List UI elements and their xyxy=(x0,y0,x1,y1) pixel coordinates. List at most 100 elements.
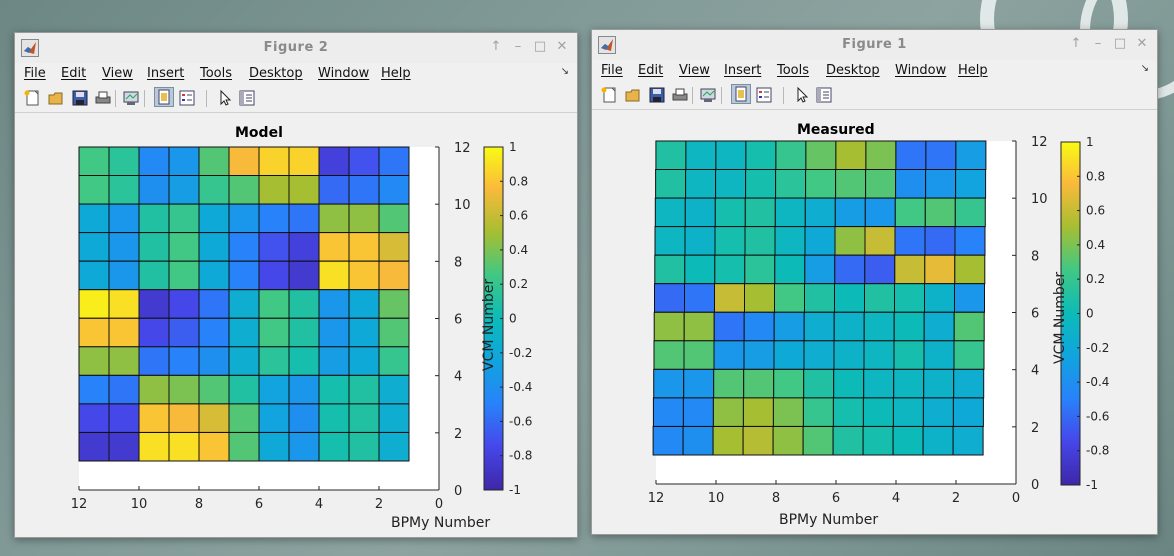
heatmap-cell xyxy=(684,197,716,228)
heatmap-cell xyxy=(893,340,925,370)
new-figure-icon[interactable] xyxy=(23,89,41,107)
heatmap-cell xyxy=(378,289,410,319)
menu-desktop[interactable]: Desktop xyxy=(249,66,303,81)
heatmap-cell xyxy=(833,368,865,399)
heatmap-cell xyxy=(892,426,924,456)
menu-tools[interactable]: Tools xyxy=(777,63,810,78)
menu-tools[interactable]: Tools xyxy=(200,66,233,81)
heatmap-cell xyxy=(834,197,866,228)
heatmap-cell xyxy=(775,140,807,170)
figure-window[interactable]: Figure 2 ↑ – □ ✕ File Edit View Insert T… xyxy=(14,32,578,538)
heatmap-cell xyxy=(805,140,837,170)
menu-window[interactable]: Window xyxy=(895,63,947,78)
minimize-icon[interactable]: – xyxy=(514,39,522,54)
colorbar-tick-label: -1 xyxy=(1086,478,1098,492)
edit-plot-arrow-icon[interactable] xyxy=(793,86,811,104)
title-bar[interactable]: Figure 2 ↑ – □ ✕ xyxy=(15,33,577,63)
x-tick-label: 8 xyxy=(772,491,780,506)
heatmap-cell xyxy=(835,140,867,170)
property-inspector-icon[interactable] xyxy=(238,89,256,107)
heatmap-cell xyxy=(168,260,200,291)
heatmap-cell xyxy=(78,374,110,405)
x-tick-label: 10 xyxy=(131,497,148,512)
heatmap-cell xyxy=(955,140,987,170)
heatmap-cell xyxy=(712,426,744,456)
menu-edit[interactable]: Edit xyxy=(638,63,664,78)
y-tick-label: 2 xyxy=(454,427,462,442)
heatmap-cell xyxy=(228,432,260,462)
close-icon[interactable]: ✕ xyxy=(1136,36,1148,51)
maximize-icon[interactable]: □ xyxy=(533,39,547,54)
y-tick-label: 12 xyxy=(454,141,471,156)
colorbar-tick-label: -0.8 xyxy=(1086,444,1109,458)
heatmap-cell xyxy=(924,283,955,313)
print-icon[interactable] xyxy=(671,86,689,104)
heatmap-cell xyxy=(712,397,744,427)
heatmap-cell xyxy=(834,254,866,285)
dock-figure-icon[interactable] xyxy=(731,84,751,104)
y-tick-label: 2 xyxy=(1031,421,1039,436)
edit-plot-arrow-icon[interactable] xyxy=(216,89,234,107)
heatmap-cell xyxy=(804,226,836,256)
dock-figure-icon[interactable] xyxy=(154,87,174,107)
property-inspector-icon[interactable] xyxy=(815,86,833,104)
heatmap-cell xyxy=(78,146,110,176)
insert-legend-icon[interactable] xyxy=(755,86,773,104)
title-bar[interactable]: Figure 1 ↑ – □ ✕ xyxy=(592,30,1157,60)
heatmap-cell xyxy=(108,317,140,348)
heatmap-cell xyxy=(803,340,835,370)
link-plot-icon[interactable] xyxy=(122,89,140,107)
heatmap-cell xyxy=(655,169,687,199)
heatmap-cell xyxy=(318,374,350,405)
print-icon[interactable] xyxy=(94,89,112,107)
new-figure-icon[interactable] xyxy=(600,86,618,104)
menu-insert[interactable]: Insert xyxy=(724,63,762,78)
heatmap-cell xyxy=(348,203,380,234)
heatmap-cell xyxy=(258,146,290,176)
pin-icon[interactable]: ↑ xyxy=(490,39,502,54)
save-icon[interactable] xyxy=(648,86,666,104)
open-file-icon[interactable] xyxy=(47,89,65,107)
menu-file[interactable]: File xyxy=(24,66,46,81)
heatmap-cell xyxy=(108,374,140,405)
save-icon[interactable] xyxy=(71,89,89,107)
menu-help[interactable]: Help xyxy=(381,66,411,81)
open-file-icon[interactable] xyxy=(624,86,642,104)
heatmap-cell xyxy=(894,283,925,313)
heatmap-cell xyxy=(108,232,140,262)
toolbar-toggle-icon[interactable]: ↘ xyxy=(560,66,569,77)
minimize-icon[interactable]: – xyxy=(1094,36,1102,51)
link-plot-icon[interactable] xyxy=(699,86,717,104)
menu-file[interactable]: File xyxy=(601,63,623,78)
menu-help[interactable]: Help xyxy=(958,63,988,78)
menu-edit[interactable]: Edit xyxy=(61,66,87,81)
menu-view[interactable]: View xyxy=(102,66,133,81)
heatmap-cell xyxy=(714,197,746,228)
heatmap-cell xyxy=(78,175,110,205)
menu-desktop[interactable]: Desktop xyxy=(826,63,880,78)
close-icon[interactable]: ✕ xyxy=(556,39,568,54)
pin-icon[interactable]: ↑ xyxy=(1070,36,1082,51)
heatmap-cell xyxy=(895,140,927,170)
heatmap-cell xyxy=(258,203,290,234)
menu-window[interactable]: Window xyxy=(318,66,370,81)
menu-insert[interactable]: Insert xyxy=(147,66,185,81)
heatmap-cell xyxy=(108,175,140,205)
heatmap-cell xyxy=(168,403,200,433)
heatmap-cell xyxy=(198,175,230,205)
maximize-icon[interactable]: □ xyxy=(1113,36,1127,51)
insert-legend-icon[interactable] xyxy=(178,89,196,107)
heatmap-cell xyxy=(258,374,290,405)
menu-view[interactable]: View xyxy=(679,63,710,78)
figure-window[interactable]: Figure 1 ↑ – □ ✕ File Edit View Insert T… xyxy=(591,29,1158,535)
toolbar-toggle-icon[interactable]: ↘ xyxy=(1140,63,1149,74)
heatmap-cell xyxy=(108,346,140,376)
heatmap-cell xyxy=(683,311,715,342)
heatmap-cell xyxy=(774,197,806,228)
heatmap-cell xyxy=(923,311,955,342)
heatmap-cell xyxy=(744,283,775,313)
heatmap-cell xyxy=(893,368,925,399)
colorbar-tick-label: 0 xyxy=(509,312,517,326)
